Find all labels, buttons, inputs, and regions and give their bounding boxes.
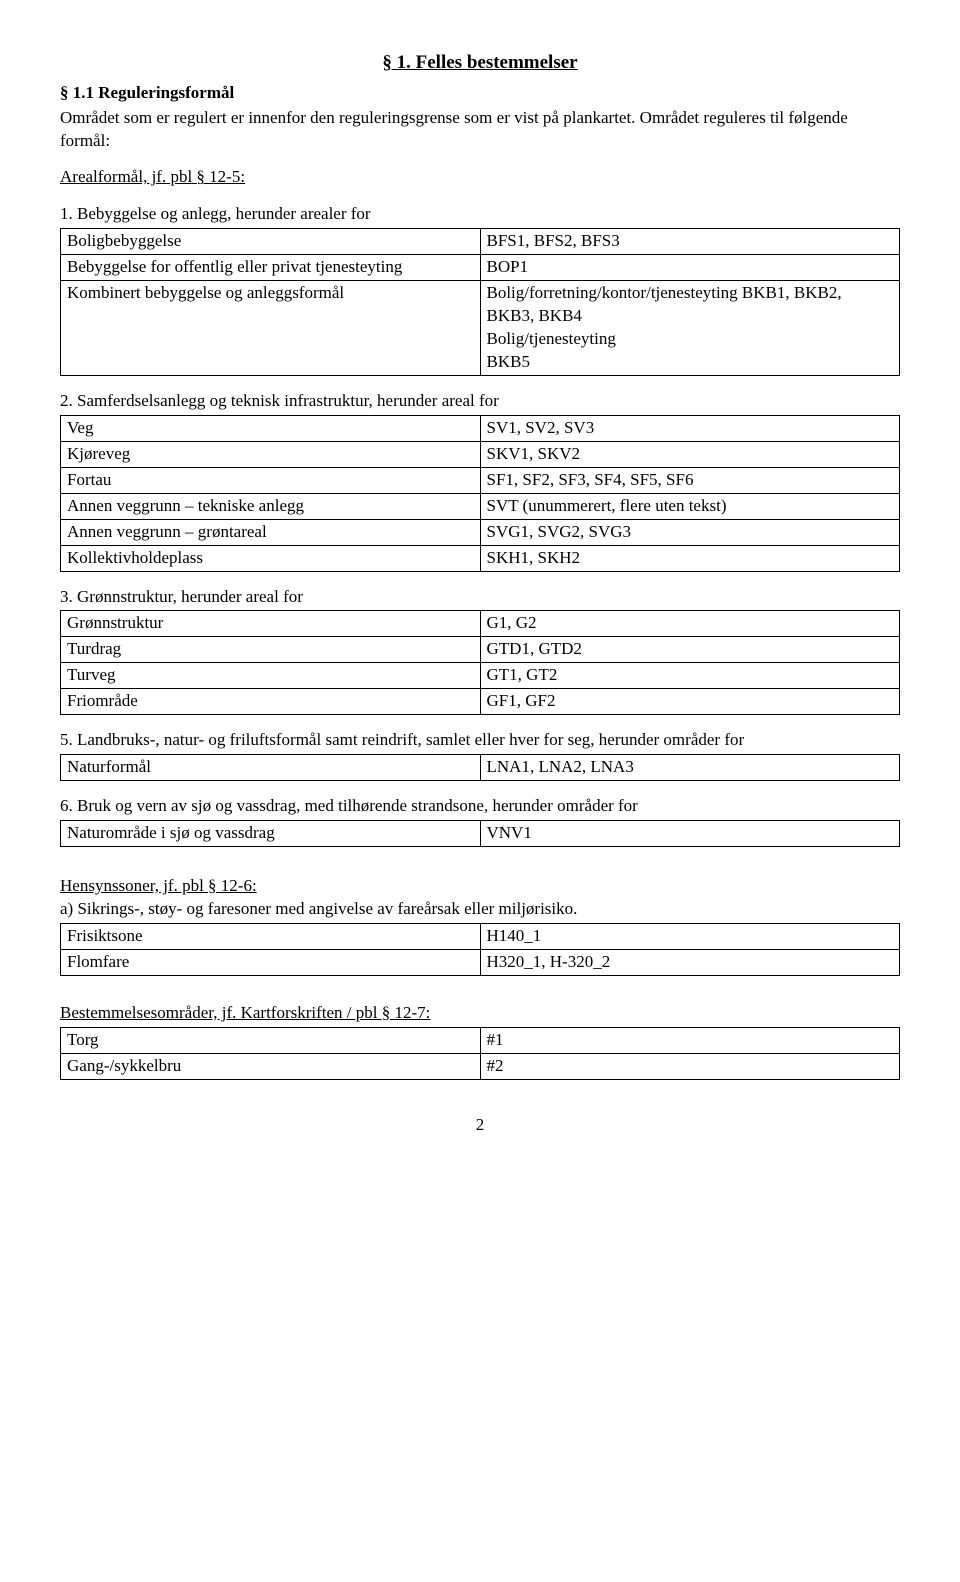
table-cell: SV1, SV2, SV3 (480, 415, 900, 441)
table-cell: Kollektivholdeplass (61, 545, 481, 571)
table-cell: Grønnstruktur (61, 611, 481, 637)
table-cell: GTD1, GTD2 (480, 637, 900, 663)
hensynssoner-table: FrisiktsoneH140_1FlomfareH320_1, H-320_2 (60, 923, 900, 976)
table-cell: SKH1, SKH2 (480, 545, 900, 571)
table-row: Bebyggelse for offentlig eller privat tj… (61, 255, 900, 281)
table-row: KollektivholdeplassSKH1, SKH2 (61, 545, 900, 571)
table-row: FortauSF1, SF2, SF3, SF4, SF5, SF6 (61, 467, 900, 493)
table-row: FlomfareH320_1, H-320_2 (61, 949, 900, 975)
table-row: Kombinert bebyggelse og anleggsformålBol… (61, 281, 900, 376)
table-cell: Gang-/sykkelbru (61, 1053, 481, 1079)
table-cell: SVG1, SVG2, SVG3 (480, 519, 900, 545)
group-2-table: VegSV1, SV2, SV3KjørevegSKV1, SKV2Fortau… (60, 415, 900, 572)
arealformaal-heading: Arealformål, jf. pbl § 12-5: (60, 166, 900, 189)
table-cell: Naturformål (61, 755, 481, 781)
table-cell: H140_1 (480, 923, 900, 949)
page-number: 2 (60, 1114, 900, 1137)
table-cell: Bolig/forretning/kontor/tjenesteyting BK… (480, 281, 900, 376)
table-cell: Turveg (61, 663, 481, 689)
table-cell: GT1, GT2 (480, 663, 900, 689)
table-cell: Boligbebyggelse (61, 229, 481, 255)
table-cell: GF1, GF2 (480, 689, 900, 715)
table-cell: Kombinert bebyggelse og anleggsformål (61, 281, 481, 376)
table-row: Gang-/sykkelbru#2 (61, 1053, 900, 1079)
table-cell: SF1, SF2, SF3, SF4, SF5, SF6 (480, 467, 900, 493)
table-row: TurdragGTD1, GTD2 (61, 637, 900, 663)
table-cell: #2 (480, 1053, 900, 1079)
table-cell: H320_1, H-320_2 (480, 949, 900, 975)
group-3-table: GrønnstrukturG1, G2TurdragGTD1, GTD2Turv… (60, 610, 900, 715)
table-row: BoligbebyggelseBFS1, BFS2, BFS3 (61, 229, 900, 255)
table-cell: Flomfare (61, 949, 481, 975)
table-row: Naturområde i sjø og vassdragVNV1 (61, 821, 900, 847)
table-cell: Bebyggelse for offentlig eller privat tj… (61, 255, 481, 281)
table-cell: Annen veggrunn – tekniske anlegg (61, 493, 481, 519)
table-cell: VNV1 (480, 821, 900, 847)
table-cell: Fortau (61, 467, 481, 493)
table-cell: Naturområde i sjø og vassdrag (61, 821, 481, 847)
group-6-table: Naturområde i sjø og vassdragVNV1 (60, 820, 900, 847)
table-cell: BOP1 (480, 255, 900, 281)
group-3-intro: 3. Grønnstruktur, herunder areal for (60, 586, 900, 609)
table-cell: BFS1, BFS2, BFS3 (480, 229, 900, 255)
table-row: GrønnstrukturG1, G2 (61, 611, 900, 637)
table-cell: SVT (unummerert, flere uten tekst) (480, 493, 900, 519)
group-2-intro: 2. Samferdselsanlegg og teknisk infrastr… (60, 390, 900, 413)
table-row: TurvegGT1, GT2 (61, 663, 900, 689)
table-cell: LNA1, LNA2, LNA3 (480, 755, 900, 781)
table-row: VegSV1, SV2, SV3 (61, 415, 900, 441)
group-6-intro: 6. Bruk og vern av sjø og vassdrag, med … (60, 795, 900, 818)
table-cell: G1, G2 (480, 611, 900, 637)
table-cell: Frisiktsone (61, 923, 481, 949)
group-1-intro: 1. Bebyggelse og anlegg, herunder areale… (60, 203, 900, 226)
section-1-1-heading: § 1.1 Reguleringsformål (60, 82, 900, 105)
table-row: KjørevegSKV1, SKV2 (61, 441, 900, 467)
table-row: FriområdeGF1, GF2 (61, 689, 900, 715)
section-1-1-para: Området som er regulert er innenfor den … (60, 107, 900, 153)
hensynssoner-heading: Hensynssoner, jf. pbl § 12-6: (60, 875, 900, 898)
table-cell: Torg (61, 1027, 481, 1053)
table-row: Annen veggrunn – tekniske anleggSVT (unu… (61, 493, 900, 519)
table-row: Annen veggrunn – grøntarealSVG1, SVG2, S… (61, 519, 900, 545)
table-cell: #1 (480, 1027, 900, 1053)
table-cell: Friområde (61, 689, 481, 715)
group-5-intro: 5. Landbruks-, natur- og friluftsformål … (60, 729, 900, 752)
table-cell: Turdrag (61, 637, 481, 663)
table-row: FrisiktsoneH140_1 (61, 923, 900, 949)
table-row: Torg#1 (61, 1027, 900, 1053)
table-cell: Kjøreveg (61, 441, 481, 467)
bestemmelsesomraader-table: Torg#1Gang-/sykkelbru#2 (60, 1027, 900, 1080)
table-cell: SKV1, SKV2 (480, 441, 900, 467)
hensynssoner-sub-a: a) Sikrings-, støy- og faresoner med ang… (60, 898, 900, 921)
bestemmelsesomraader-heading: Bestemmelsesområder, jf. Kartforskriften… (60, 1002, 900, 1025)
group-5-table: NaturformålLNA1, LNA2, LNA3 (60, 754, 900, 781)
chapter-title: § 1. Felles bestemmelser (60, 50, 900, 76)
table-cell: Annen veggrunn – grøntareal (61, 519, 481, 545)
table-cell: Veg (61, 415, 481, 441)
table-row: NaturformålLNA1, LNA2, LNA3 (61, 755, 900, 781)
group-1-table: BoligbebyggelseBFS1, BFS2, BFS3Bebyggels… (60, 228, 900, 376)
